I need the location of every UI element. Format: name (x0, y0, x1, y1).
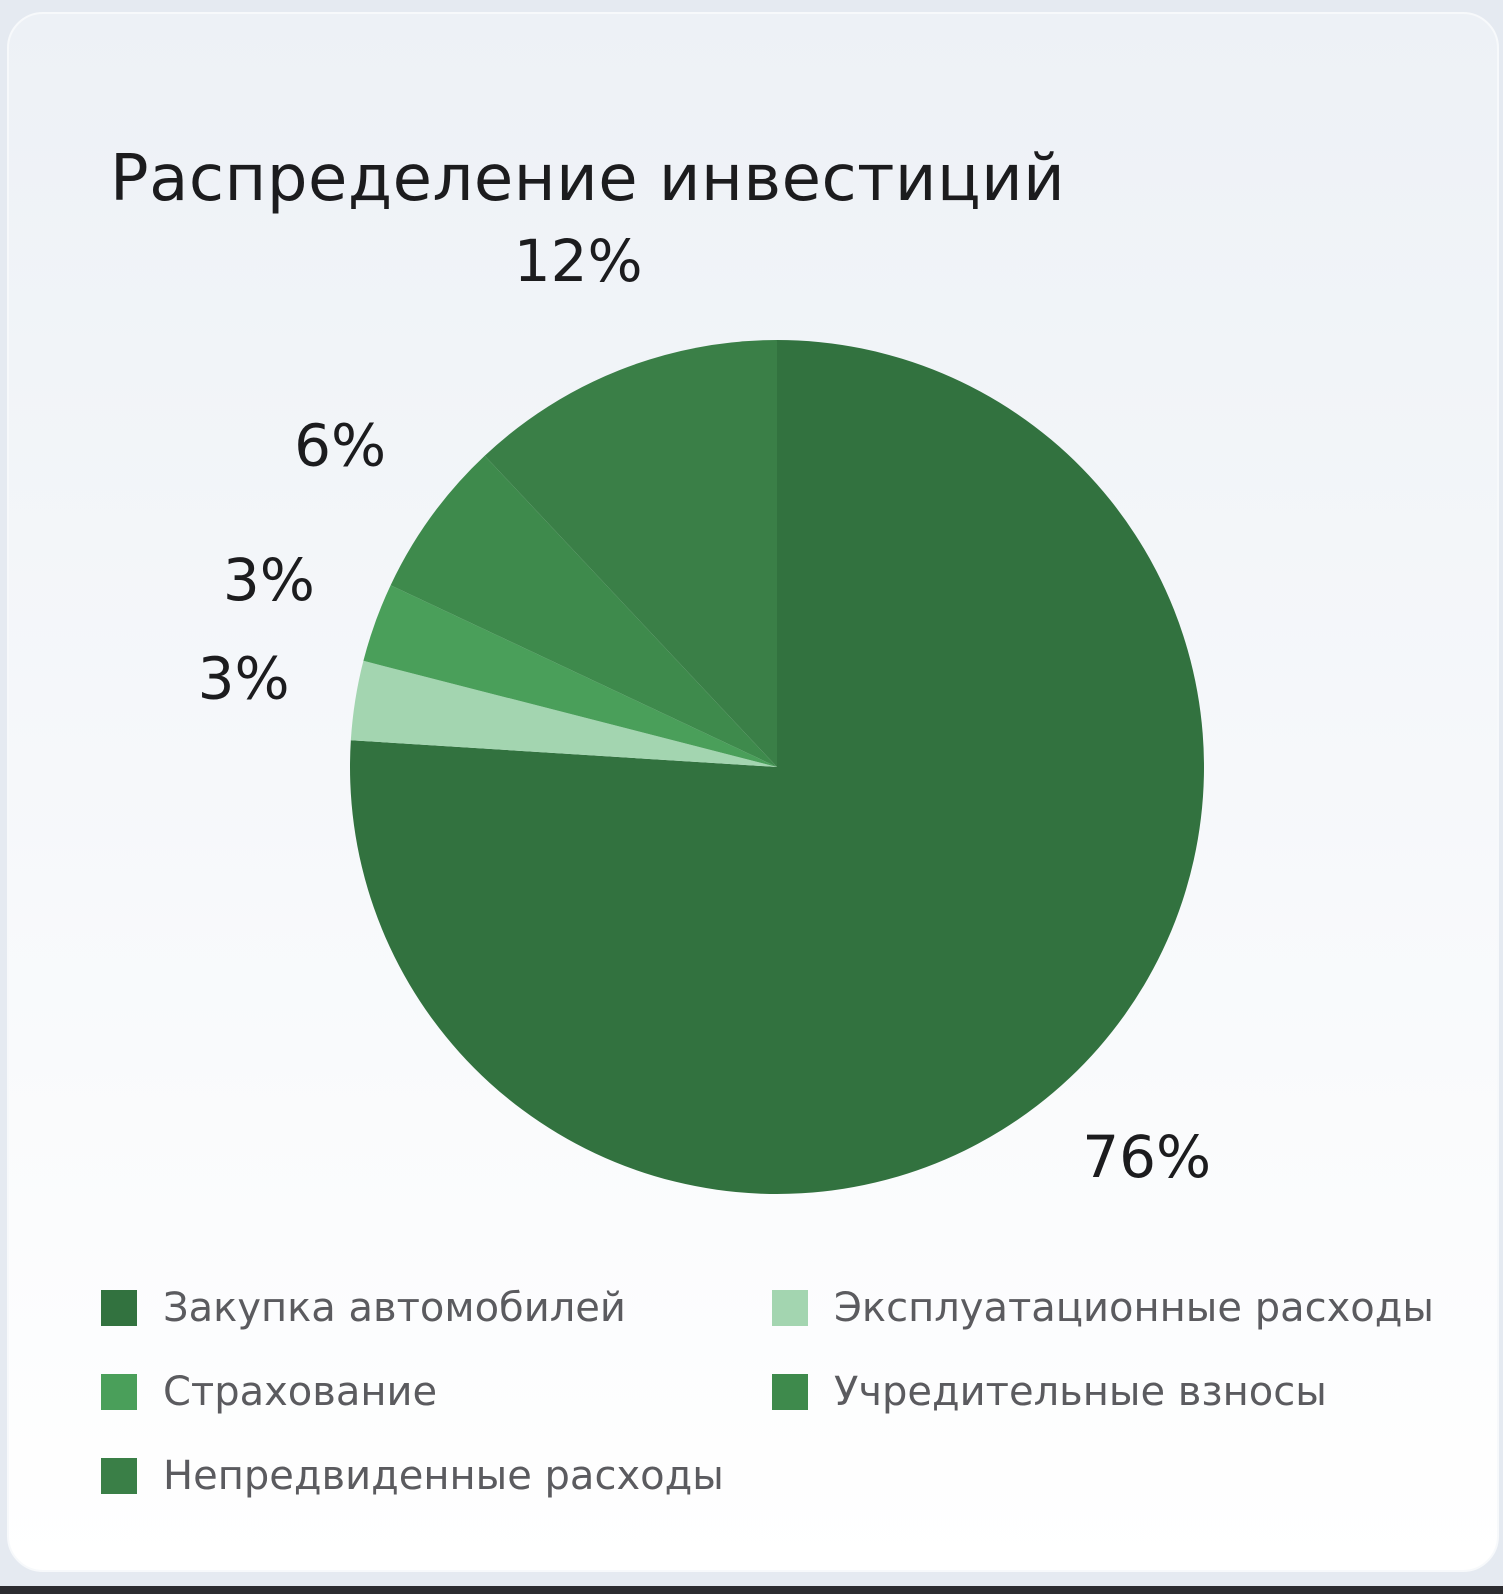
legend-item-operating-costs[interactable]: Эксплуатационные расходы (772, 1278, 1434, 1338)
legend-swatch (101, 1374, 137, 1410)
chart-title: Распределение инвестиций (110, 142, 1066, 216)
slice-percent-label: 3% (223, 546, 315, 614)
slice-percent-label: 3% (198, 645, 290, 713)
legend-label: Закупка автомобилей (163, 1285, 626, 1331)
pie-slice[interactable] (350, 660, 777, 767)
pie-slice[interactable] (390, 455, 777, 767)
legend-swatch (772, 1290, 808, 1326)
legend-item-insurance[interactable]: Страхование (101, 1362, 437, 1422)
legend-label: Непредвиденные расходы (163, 1453, 724, 1499)
legend-swatch (101, 1458, 137, 1494)
pie-slice[interactable] (484, 340, 777, 767)
pie-chart: 76% 3% 3% 6% 12% (198, 227, 1211, 1194)
legend-label: Эксплуатационные расходы (834, 1285, 1434, 1331)
legend-label: Учредительные взносы (834, 1369, 1327, 1415)
slice-percent-label: 12% (514, 227, 643, 295)
slice-percent-label: 6% (294, 412, 386, 480)
window-bottom-edge (0, 1586, 1503, 1594)
pie-labels: 76% 3% 3% 6% 12% (198, 227, 1211, 1191)
pie-slices (350, 340, 1205, 1194)
legend-item-founding-fees[interactable]: Учредительные взносы (772, 1362, 1327, 1422)
legend-item-contingency[interactable]: Непредвиденные расходы (101, 1446, 724, 1506)
legend-item-car-purchase[interactable]: Закупка автомобилей (101, 1278, 626, 1338)
legend-swatch (101, 1290, 137, 1326)
pie-slice[interactable] (363, 585, 777, 767)
slice-percent-label: 76% (1082, 1123, 1211, 1191)
legend-swatch (772, 1374, 808, 1410)
legend-label: Страхование (163, 1369, 438, 1415)
